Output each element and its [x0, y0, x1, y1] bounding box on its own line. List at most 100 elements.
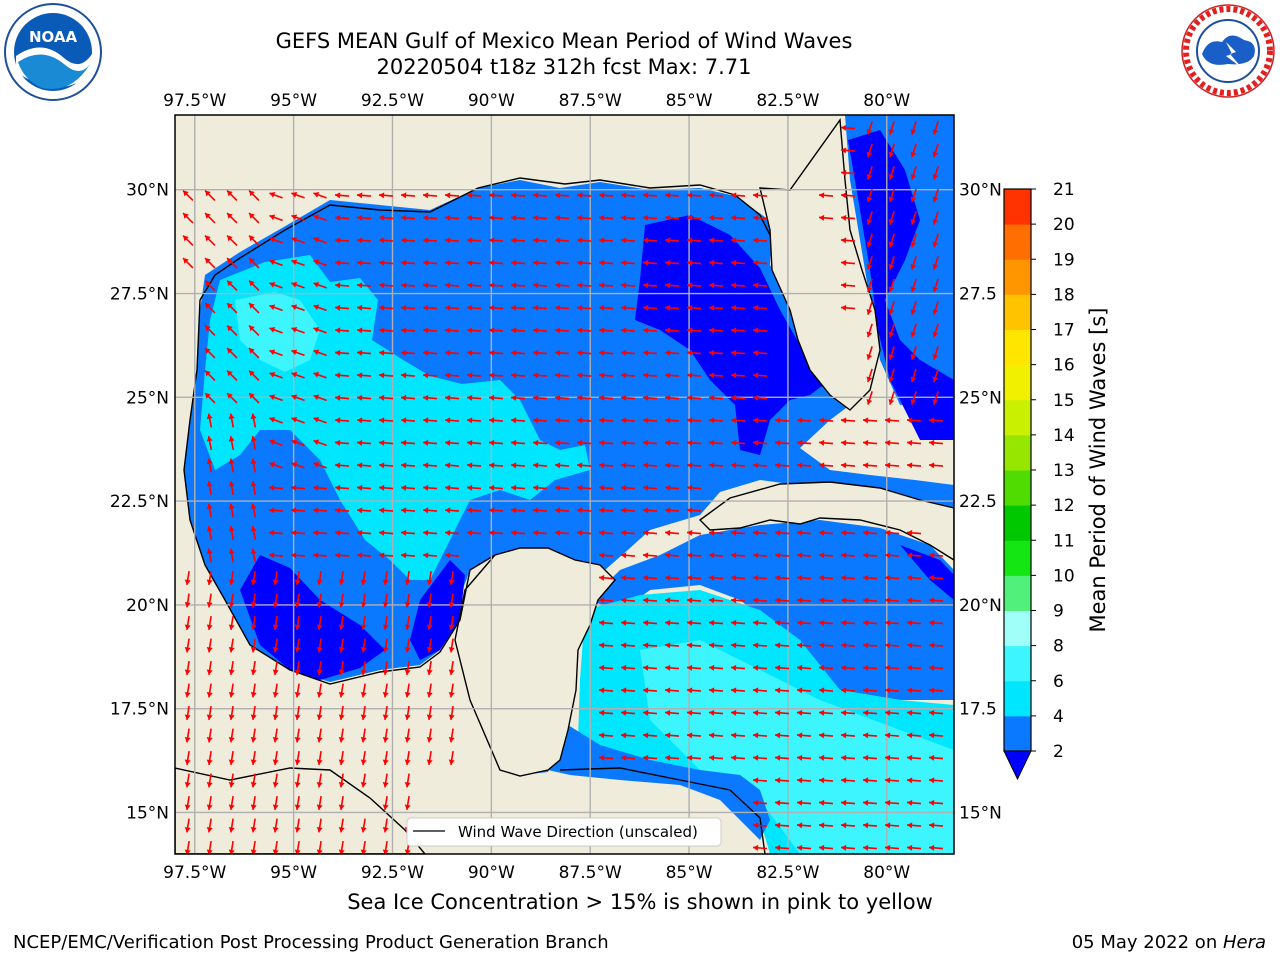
footer-right: 05 May 2022 on Hera: [1072, 932, 1266, 953]
wind-arrow: [206, 660, 213, 676]
wind-arrow: [356, 462, 372, 469]
wind-arrow: [382, 705, 389, 721]
wind-arrow: [291, 371, 305, 379]
wind-arrow: [730, 462, 746, 469]
wind-arrow: [910, 323, 917, 338]
wind-arrow: [488, 349, 504, 356]
wind-arrow: [774, 754, 790, 761]
wind-arrow: [400, 259, 416, 266]
wind-arrow: [228, 525, 235, 541]
wind-arrow: [204, 392, 216, 404]
wind-arrow: [888, 278, 895, 293]
wind-arrow: [294, 818, 301, 833]
colorbar-segment: [1004, 610, 1031, 647]
wind-arrow: [206, 458, 213, 473]
wind-arrow: [910, 143, 917, 158]
wind-arrow: [708, 439, 724, 446]
wind-arrow: [642, 732, 658, 739]
wind-arrow: [752, 687, 768, 694]
wind-arrow: [866, 211, 873, 225]
colorbar-segment: [1004, 715, 1031, 752]
wind-arrow: [510, 349, 526, 356]
wind-arrow: [818, 687, 834, 694]
wind-arrow: [932, 301, 939, 315]
wind-arrow: [642, 372, 658, 379]
wind-arrow: [928, 732, 944, 739]
wind-arrow: [642, 439, 658, 446]
wind-arrow: [932, 368, 939, 383]
wind-arrow: [752, 709, 768, 716]
wind-arrow: [182, 189, 194, 202]
wind-arrow: [796, 732, 812, 739]
wind-arrow: [444, 237, 460, 244]
wind-arrow: [752, 439, 768, 446]
wind-arrow: [866, 166, 873, 180]
wind-arrow: [554, 282, 570, 289]
colorbar-segment: [1004, 540, 1031, 576]
wind-arrow: [272, 818, 279, 833]
wind-arrow: [906, 642, 922, 649]
wind-arrow: [272, 615, 279, 631]
wind-arrow: [466, 214, 482, 221]
wind-arrow: [686, 687, 702, 694]
wind-arrow: [708, 597, 724, 604]
wind-arrow: [404, 750, 411, 766]
wind-arrow: [404, 638, 411, 653]
wind-arrow: [378, 507, 394, 514]
wind-arrow: [664, 304, 680, 311]
wind-arrow: [818, 664, 834, 671]
wind-arrow: [752, 304, 768, 311]
lat-tick-right: 20°N: [959, 596, 1002, 616]
wind-arrow: [269, 394, 283, 402]
wind-arrow: [313, 281, 327, 289]
wind-arrow: [228, 480, 235, 496]
wind-arrow: [818, 799, 834, 806]
wind-arrow: [818, 417, 834, 424]
wind-arrow: [466, 507, 482, 514]
wind-arrow: [576, 214, 592, 221]
wind-arrow: [248, 324, 260, 337]
wind-arrow: [228, 413, 235, 428]
wind-arrow: [664, 709, 680, 716]
wind-arrow: [866, 368, 873, 383]
wind-arrow: [932, 166, 939, 180]
wind-arrow: [884, 597, 900, 604]
wind-arrow: [400, 327, 416, 334]
wind-arrow: [312, 552, 328, 559]
wind-arrow: [356, 417, 372, 424]
wind-arrow: [840, 732, 856, 739]
wind-arrow: [294, 683, 301, 698]
wind-arrow: [752, 844, 768, 851]
wind-arrow: [334, 552, 350, 559]
wind-arrow: [730, 574, 746, 581]
caribbean-water: [590, 520, 954, 700]
wind-arrow: [466, 282, 482, 289]
wind-arrow: [184, 818, 191, 833]
wind-arrow: [730, 214, 746, 221]
wind-arrow: [708, 214, 724, 221]
wind-arrow: [554, 462, 570, 469]
wind-arrow: [272, 683, 279, 698]
wind-arrow: [774, 642, 790, 649]
wind-arrow: [466, 394, 482, 401]
lat-tick-left: 17.5°N: [110, 700, 169, 720]
wind-arrow: [598, 687, 614, 694]
wind-arrow: [664, 327, 680, 334]
wind-arrow: [334, 259, 350, 266]
wind-arrow: [884, 642, 900, 649]
gulf-dark-east: [635, 215, 830, 455]
wind-arrow: [360, 818, 367, 833]
wind-arrow: [400, 529, 416, 536]
wind-arrow: [313, 461, 327, 469]
wind-arrow: [182, 257, 194, 269]
wind-arrow: [910, 188, 917, 203]
wind-arrow: [884, 417, 900, 424]
wind-arrow: [226, 279, 238, 292]
wind-arrow: [620, 349, 636, 356]
colorbar-segment: [1004, 364, 1031, 401]
wind-arrow: [686, 259, 702, 266]
wind-arrow: [686, 507, 702, 514]
lon-tick-top: 92.5°W: [361, 91, 424, 111]
wind-arrow: [686, 574, 702, 581]
wind-arrow: [312, 507, 328, 514]
